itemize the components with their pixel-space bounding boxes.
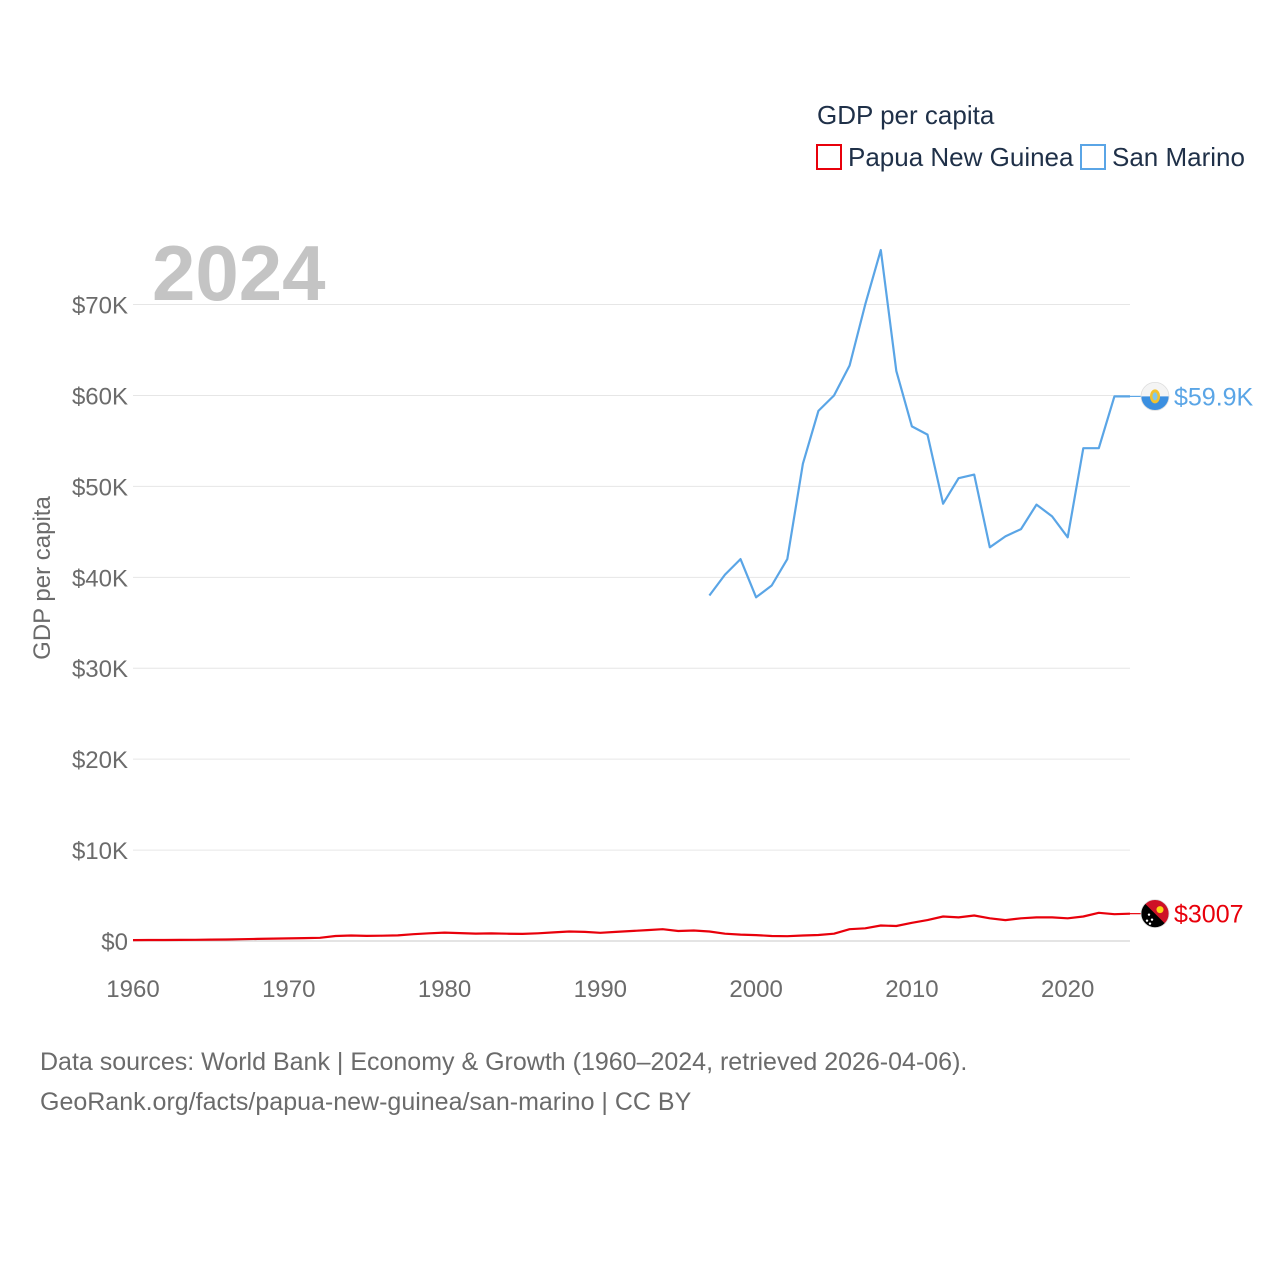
x-axis-ticks: 1960 1970 1980 1990 2000 2010 2020	[106, 976, 1094, 1003]
footer: Data sources: World Bank | Economy & Gro…	[40, 1042, 967, 1122]
end-label-papua-new-guinea: $3007	[1174, 901, 1244, 929]
y-tick-label: $30K	[72, 656, 128, 683]
footer-sources: Data sources: World Bank | Economy & Gro…	[40, 1048, 968, 1076]
x-tick-label: 1960	[106, 976, 159, 1003]
x-tick-label: 1980	[418, 976, 471, 1003]
legend-item-san-marino[interactable]: San Marino	[1080, 142, 1245, 172]
x-tick-label: 1990	[574, 976, 627, 1003]
legend-title: GDP per capita	[817, 100, 995, 130]
y-tick-label: $0	[101, 929, 128, 956]
y-tick-label: $70K	[72, 293, 128, 320]
legend-label-san-marino: San Marino	[1112, 142, 1245, 172]
legend-swatch-papua-new-guinea	[816, 144, 842, 170]
y-axis-label: GDP per capita	[29, 496, 56, 660]
san-marino-flag-icon	[1140, 381, 1170, 411]
series-lines	[132, 248, 1131, 942]
y-tick-label: $60K	[72, 383, 128, 410]
x-tick-label: 1970	[262, 976, 315, 1003]
footer-link[interactable]: GeoRank.org/facts/papua-new-guinea/san-m…	[40, 1088, 692, 1116]
y-tick-label: $40K	[72, 565, 128, 592]
series-line-san-marino[interactable]	[708, 248, 1130, 599]
legend-item-papua-new-guinea[interactable]: Papua New Guinea	[816, 142, 1074, 172]
series-line-papua-new-guinea[interactable]	[132, 911, 1131, 942]
x-tick-label: 2000	[729, 976, 782, 1003]
y-tick-label: $10K	[72, 838, 128, 865]
legend-swatch-san-marino	[1080, 144, 1106, 170]
x-tick-label: 2010	[885, 976, 938, 1003]
y-tick-label: $50K	[72, 474, 128, 501]
x-tick-label: 2020	[1041, 976, 1094, 1003]
papua-new-guinea-flag-icon	[1140, 899, 1170, 929]
grid-lines	[133, 304, 1130, 942]
y-axis-ticks: $0 $10K $20K $30K $40K $50K $60K $70K	[72, 293, 128, 956]
end-label-san-marino: $59.9K	[1174, 383, 1254, 411]
legend-label-papua-new-guinea: Papua New Guinea	[848, 142, 1074, 172]
y-tick-label: $20K	[72, 747, 128, 774]
legend: GDP per capita Papua New Guinea San Mari…	[816, 100, 1245, 172]
year-label: 2024	[152, 229, 326, 317]
end-labels: $3007 $59.9K	[1130, 381, 1254, 929]
